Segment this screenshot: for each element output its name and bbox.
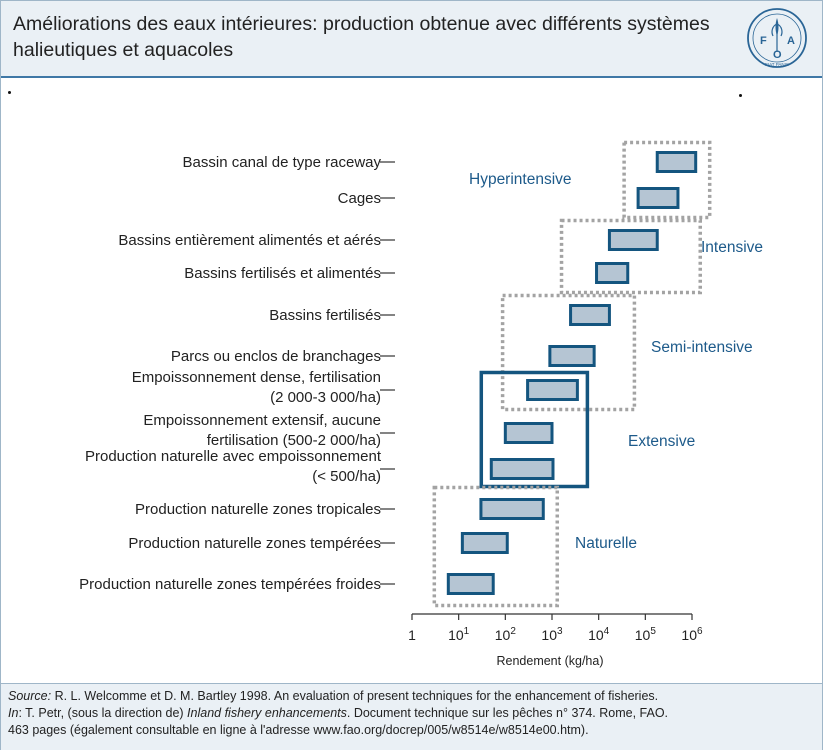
x-tick-label: 103 [541,626,563,643]
range-bar [655,151,698,173]
category-label: Cages [338,190,381,207]
source-line-3: 463 pages (également consultable en lign… [8,723,589,737]
decorative-dot [8,91,11,94]
range-bar [460,532,509,554]
group-label: Semi-intensive [651,339,753,356]
x-tick-label: 105 [635,626,657,643]
group-label: Hyperintensive [469,171,572,188]
x-tick-label: 106 [681,626,703,643]
range-bar-chart: Hyperintensive Intensive Semi-intensive Ext… [79,140,763,668]
svg-text:FIAT PANIS: FIAT PANIS [765,62,789,67]
category-label: Bassin canal de type raceway [183,154,382,171]
range-bar [569,304,611,326]
fao-logo-icon: F A O FIAT PANIS [747,8,807,68]
category-label: Production naturelle zones tempérées [128,535,381,552]
group-box-extensive [479,370,590,489]
range-bar [446,573,495,595]
group-label: Intensive [701,239,763,256]
category-label: Empoissonnement dense, fertilisation [132,369,381,386]
range-bar [548,345,596,367]
x-tick-label: 102 [495,626,517,643]
range-bar [489,458,555,480]
svg-text:A: A [787,35,795,47]
x-tick-label: 101 [448,626,470,643]
header-bar: Améliorations des eaux intérieures: prod… [1,1,822,78]
figure-title: Améliorations des eaux intérieures: prod… [13,13,710,61]
category-label: Bassins fertilisés [269,307,381,324]
range-bar [503,422,554,444]
category-label: Parcs ou enclos de branchages [171,348,381,365]
group-label: Naturelle [575,535,637,552]
category-label: Bassins entièrement alimentés et aérés [118,232,381,249]
category-label: Empoissonnement extensif, aucune [143,412,381,429]
category-label: Production naturelle avec empoissonnemen… [85,448,382,465]
group-box-semi-intensive [500,293,637,412]
source-line-2: In: T. Petr, (sous la direction de) Inla… [8,706,669,720]
group-box-naturelle [432,485,560,608]
group-label: Extensive [628,433,695,450]
group-box-hyperintensive [622,140,712,220]
source-line-1: Source: R. L. Welcomme et D. M. Bartley … [8,689,659,703]
category-label: Bassins fertilisés et alimentés [184,265,381,282]
category-label: (2 000-3 000/ha) [270,389,381,406]
group-box-intensive [559,218,702,295]
range-bar [479,498,545,520]
category-label: Production naturelle zones tropicales [135,501,381,518]
range-bar [636,187,680,209]
range-bar [607,229,659,251]
x-tick-label: 104 [588,626,610,643]
source-note: Source: R. L. Welcomme et D. M. Bartley … [1,683,822,750]
x-tick-label: 1 [408,627,416,643]
category-label: fertilisation (500-2 000/ha) [207,432,381,449]
decorative-dot [739,94,742,97]
range-bar [595,262,630,284]
category-label: (< 500/ha) [312,468,381,485]
x-axis-label: Rendement (kg/ha) [496,654,603,668]
category-label: Production naturelle zones tempérées fro… [79,576,381,593]
range-bar [526,379,579,401]
svg-text:F: F [760,35,767,47]
svg-text:O: O [773,49,782,61]
